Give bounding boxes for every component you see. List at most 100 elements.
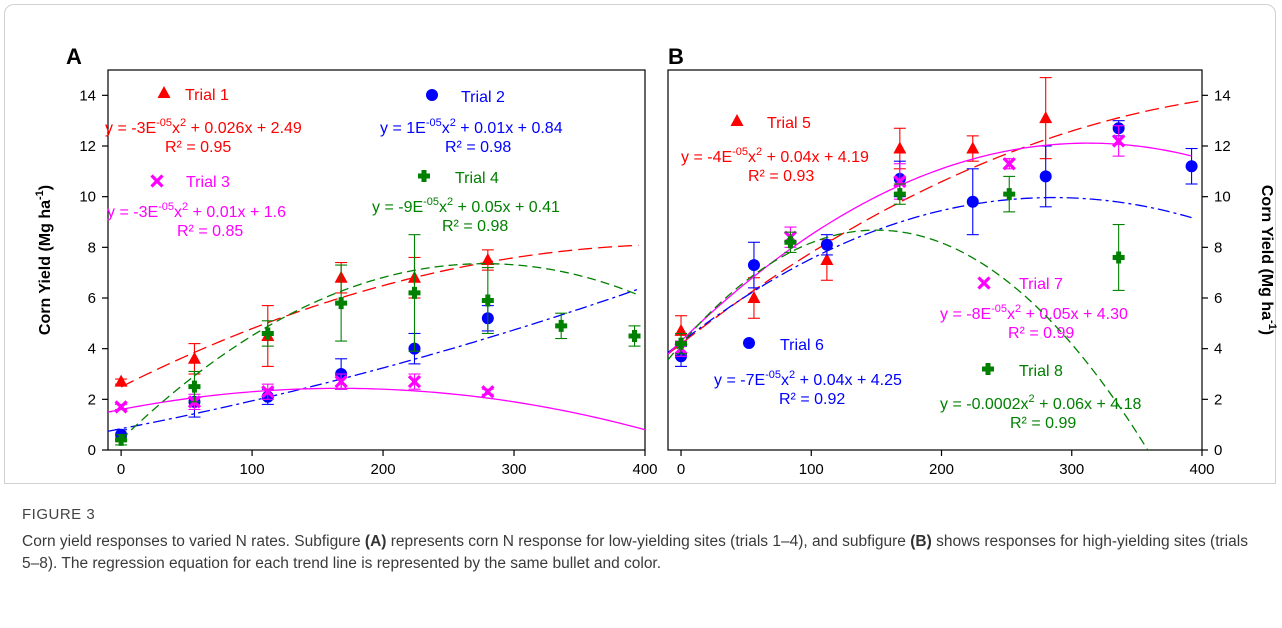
point-marker — [261, 327, 274, 340]
data-point — [1039, 145, 1052, 208]
equation-pow: 2 — [450, 117, 456, 129]
data-point — [1002, 157, 1016, 171]
data-point — [820, 234, 833, 256]
equation-exp: -05 — [991, 303, 1007, 315]
equation-part: y = -8E — [940, 306, 991, 323]
y-tick-label: 12 — [1214, 138, 1231, 155]
marker-stroke — [893, 174, 907, 189]
y-tick-label: 10 — [79, 189, 96, 206]
legend-trial-2: Trial 2 y = 1E-05x2 + 0.01x + 0.84 R² = 0.… — [380, 89, 563, 156]
point-marker — [1185, 160, 1198, 173]
equation-pow: 2 — [1029, 393, 1035, 405]
data-point — [747, 241, 760, 289]
equation-part: x — [748, 149, 756, 166]
data-point — [114, 374, 128, 387]
trend-line — [668, 142, 1192, 355]
caption-part: Corn yield responses to varied N rates. … — [22, 533, 365, 550]
data-point — [1112, 125, 1126, 157]
point-marker — [1003, 188, 1016, 201]
data-point — [187, 343, 201, 375]
series-trial-2 — [108, 288, 639, 441]
x-tick-label: 300 — [502, 461, 527, 478]
equation-part: x — [781, 372, 789, 389]
data-point — [188, 370, 201, 403]
panel-letter: A — [66, 44, 82, 69]
equation-exp: -05 — [158, 201, 174, 213]
r-squared: R² = 0.99 — [1008, 325, 1074, 342]
legend-trial-3: Trial 3 y = -3E-05x2 + 0.01x + 1.6 R² = 0.… — [107, 174, 286, 240]
caption-part: represents corn N response for low-yield… — [386, 533, 911, 550]
caption-part: (A) — [364, 533, 387, 550]
y-axis-title-main: Corn Yield (Mg ha — [1258, 185, 1275, 320]
equation: y = -0.0002x2 + 0.06x + 4.18 — [940, 393, 1141, 413]
data-point — [1185, 147, 1198, 185]
caption-part: shows responses for high-yielding sites … — [22, 533, 1248, 572]
marker-stroke — [977, 276, 991, 290]
x-tick-label: 200 — [929, 461, 954, 478]
y-axis-title-end: ) — [37, 185, 54, 190]
y-axis-title-end: ) — [1258, 330, 1275, 335]
legend-trial-7: Trial 7 y = -8E-05x2 + 0.05x + 4.30 R² = 0… — [940, 276, 1128, 342]
series-trial-4 — [115, 234, 641, 446]
equation-part: + 0.05x + 0.41 — [453, 199, 560, 216]
legend-label: Trial 8 — [1019, 363, 1063, 380]
point-marker — [481, 294, 494, 307]
data-point — [335, 264, 348, 342]
point-marker — [407, 374, 422, 389]
point-marker — [966, 195, 979, 208]
r-squared: R² = 0.98 — [442, 218, 508, 235]
point-marker — [820, 238, 833, 251]
y-axis-title: Corn Yield (Mg ha-1) — [1258, 185, 1278, 335]
equation-pow: 2 — [182, 201, 188, 213]
legend-marker — [977, 276, 991, 290]
data-point — [784, 231, 797, 253]
x-tick-label: 400 — [632, 461, 657, 478]
x-tick-label: 0 — [117, 461, 125, 478]
equation-part: + 0.01x + 0.84 — [456, 120, 563, 137]
y-tick-label: 6 — [1214, 290, 1222, 307]
series-trial-3 — [108, 373, 645, 431]
point-marker — [893, 174, 907, 189]
equation-part: + 0.05x + 4.30 — [1021, 306, 1128, 323]
equation-exp: -05 — [426, 117, 442, 129]
legend-label: Trial 4 — [455, 170, 499, 187]
x-tick-label: 400 — [1189, 461, 1214, 478]
legend-label: Trial 7 — [1019, 276, 1063, 293]
point-marker — [187, 351, 201, 364]
data-point — [334, 373, 348, 390]
legend-marker — [418, 170, 430, 182]
legend-marker — [730, 114, 744, 126]
point-marker — [1039, 170, 1052, 183]
equation-part: y = -7E — [714, 372, 765, 389]
series-trial-8 — [668, 175, 1149, 450]
panel-a: A 0 100 200 300 400 0 2 4 6 8 10 12 14 Nitrogen Fertil… — [34, 44, 658, 490]
point-marker — [114, 400, 128, 414]
point-marker — [628, 330, 641, 342]
legend-label: Trial 3 — [186, 174, 230, 191]
equation-pow: 2 — [447, 196, 453, 208]
point-marker — [893, 141, 907, 154]
y-axis-title-sup: -1 — [1266, 320, 1278, 330]
equation-exp: -05 — [765, 369, 781, 381]
equation-part: + 0.04x + 4.25 — [795, 372, 902, 389]
marker-stroke — [407, 374, 422, 389]
y-tick-label: 2 — [1214, 391, 1222, 408]
equation: y = -4E-05x2 + 0.04x + 4.19 — [681, 146, 869, 166]
legend-marker — [743, 337, 755, 349]
equation-part: + 0.026x + 2.49 — [186, 120, 302, 137]
data-point — [628, 325, 641, 347]
equation: y = -3E-05x2 + 0.01x + 1.6 — [107, 201, 286, 221]
figure-frame — [4, 4, 1276, 484]
marker-stroke — [261, 385, 275, 399]
legend-label: Trial 2 — [461, 89, 505, 106]
point-marker — [1112, 134, 1126, 148]
legend-trial-1: Trial 1 y = -3E-05x2 + 0.026x + 2.49 R² = … — [105, 86, 302, 156]
equation-pow: 2 — [789, 369, 795, 381]
x-axis-title: Nitrogen Fertilizer Rate (kg ha-1) — [814, 489, 1057, 490]
equation-pow: 2 — [1015, 303, 1021, 315]
data-point — [893, 163, 907, 200]
marker-stroke — [114, 400, 128, 414]
point-marker — [820, 253, 834, 265]
equation: y = -8E-05x2 + 0.05x + 4.30 — [940, 303, 1128, 323]
